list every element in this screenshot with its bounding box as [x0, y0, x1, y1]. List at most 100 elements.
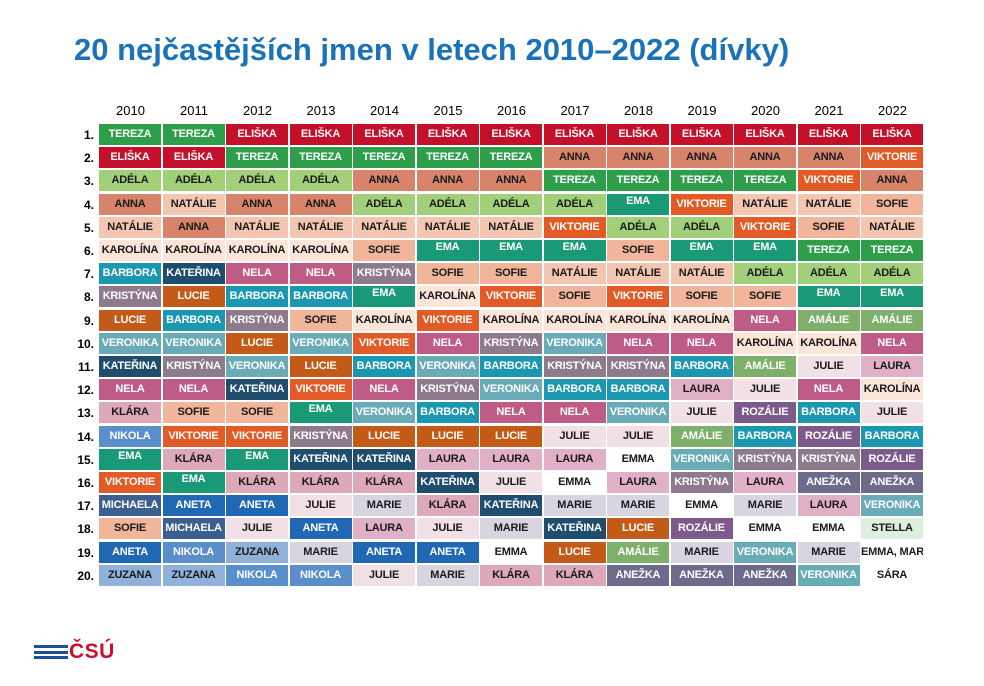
name-cell: LAURA [797, 495, 860, 517]
name-cell: VIKTORIE [734, 216, 796, 238]
name-cell: KATEŘINA [99, 356, 161, 377]
year-header: 2022 [878, 103, 907, 118]
name-cell: VIKTORIE [480, 286, 542, 308]
name-cell: ANNA [607, 147, 669, 169]
name-cell: ADÉLA [162, 170, 225, 192]
name-cell: ELIŠKA [480, 124, 542, 145]
year-header: 2015 [433, 103, 463, 118]
name-cell: KRISTÝNA [543, 356, 606, 377]
name-cell: TEREZA [670, 170, 733, 192]
rank-label: 9. [83, 313, 94, 328]
name-cell: LAURA [480, 448, 542, 470]
name-cell: EMA [734, 240, 796, 261]
rank-label: 8. [83, 290, 94, 305]
name-cell: TEREZA [226, 147, 288, 169]
name-cell: BARBORA [607, 379, 669, 401]
csu-logo: ČSÚ [34, 640, 115, 664]
year-header: 2013 [306, 103, 336, 118]
name-cell: VIKTORIE [861, 147, 923, 169]
logo-text: ČSÚ [69, 640, 115, 663]
name-cell: ANEŽKA [734, 564, 796, 586]
rank-label: 6. [83, 244, 94, 258]
name-cell: EMMA [480, 541, 542, 563]
name-cell: TEREZA [289, 147, 352, 169]
name-cell: KAROLÍNA [670, 309, 733, 331]
name-cell: ELIŠKA [670, 124, 733, 145]
year-header: 2019 [687, 103, 717, 118]
name-cell: KLÁRA [162, 448, 225, 470]
name-cell: LUCIE [99, 309, 161, 331]
name-cell: NIKOLA [289, 564, 352, 586]
name-cell: LAURA [734, 472, 796, 493]
name-cell: SOFIE [734, 286, 796, 308]
year-header: 2014 [370, 103, 399, 118]
name-cell: VIKTORIE [607, 286, 669, 308]
name-cell: NATÁLIE [861, 216, 923, 238]
name-cell: AMÁLIE [607, 541, 669, 563]
name-cell: ADÉLA [861, 263, 923, 285]
name-cell: KAROLÍNA [226, 240, 288, 261]
year-header: 2017 [560, 103, 590, 118]
rank-label: 19. [77, 545, 94, 560]
name-cell: BARBORA [289, 286, 352, 308]
name-cell: ADÉLA [99, 170, 161, 192]
name-cell: KATEŘINA [543, 518, 606, 540]
name-cell: KATEŘINA [480, 495, 542, 517]
name-cell: NATÁLIE [607, 263, 669, 285]
name-cell: KRISTÝNA [289, 425, 352, 447]
year-header: 2016 [497, 103, 526, 118]
name-cell: ELIŠKA [797, 124, 860, 145]
name-cell: NELA [670, 332, 733, 354]
name-cell: LUCIE [353, 425, 415, 447]
name-cell: AMÁLIE [861, 309, 923, 331]
name-cell: JULIE [480, 472, 542, 493]
name-cell: LUCIE [416, 425, 479, 447]
name-cell: EMA [607, 193, 669, 215]
name-cell: KRISTÝNA [162, 356, 225, 377]
name-cell: EMA [353, 286, 415, 308]
name-cell: ANNA [734, 147, 796, 169]
name-cell: KLÁRA [353, 472, 415, 493]
name-cell: JULIE [226, 518, 288, 540]
name-cell: VIKTORIE [226, 425, 288, 447]
name-cell: KRISTÝNA [480, 332, 542, 354]
name-cell: VERONIKA [289, 332, 352, 354]
name-cell: SOFIE [353, 240, 415, 261]
name-cell: AMÁLIE [734, 356, 796, 377]
rank-label: 5. [83, 220, 94, 235]
name-cell: TEREZA [607, 170, 669, 192]
name-cell: KATEŘINA [416, 472, 479, 493]
name-cell: NELA [353, 379, 415, 401]
name-cell: MICHAELA [162, 518, 225, 540]
name-cell: KAROLÍNA [861, 379, 923, 401]
name-cell: ANEŽKA [861, 472, 923, 493]
name-cell: NATÁLIE [162, 193, 225, 215]
name-cell: ANEŽKA [797, 472, 860, 493]
name-cell: ANNA [670, 147, 733, 169]
name-cell: JULIE [543, 425, 606, 447]
name-cell: BARBORA [162, 309, 225, 331]
name-cell: MARIE [353, 495, 415, 517]
name-cell: ANETA [289, 518, 352, 540]
name-cell: ELIŠKA [416, 124, 479, 145]
name-cell: ROZÁLIE [670, 518, 733, 540]
name-cell: LUCIE [226, 332, 288, 354]
name-cell: MARIE [670, 541, 733, 563]
rank-label: 3. [83, 174, 94, 189]
rank-label: 11. [77, 360, 94, 374]
name-cell: MARIE [416, 564, 479, 586]
name-cell: BARBORA [670, 356, 733, 377]
name-cell: TEREZA [99, 124, 161, 145]
name-cell: SOFIE [861, 193, 923, 215]
name-cell: LUCIE [162, 286, 225, 308]
name-cell: TEREZA [353, 147, 415, 169]
year-header: 2018 [624, 103, 653, 118]
name-cell: ANNA [480, 170, 542, 192]
name-cell: ANETA [226, 495, 288, 517]
name-cell: SOFIE [543, 286, 606, 308]
name-cell: ADÉLA [480, 193, 542, 215]
year-header: 2011 [180, 103, 208, 118]
name-cell: LUCIE [607, 518, 669, 540]
name-cell: SÁRA [861, 564, 923, 586]
